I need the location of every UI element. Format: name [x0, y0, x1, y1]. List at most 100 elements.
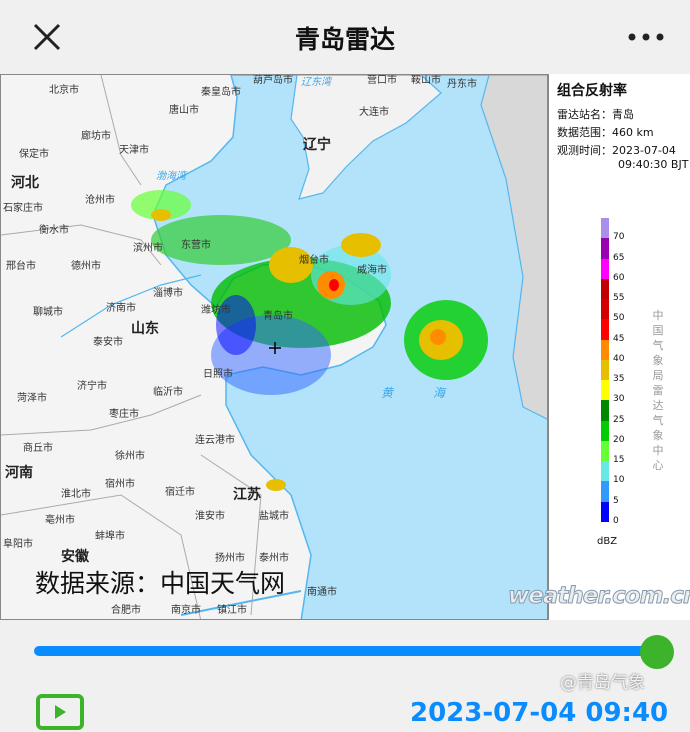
city-label: 唐山市 — [169, 105, 199, 116]
color-swatch — [601, 501, 609, 522]
sea-label: 辽东湾 — [301, 77, 331, 88]
unit-label: dBZ — [597, 536, 618, 547]
range-value: 460 km — [612, 126, 654, 139]
weibo-watermark: @青岛气象 — [560, 673, 645, 693]
play-button[interactable] — [36, 694, 84, 730]
color-swatch — [601, 238, 609, 259]
scale-tick: 25 — [613, 414, 625, 425]
color-swatch — [601, 400, 609, 421]
city-label: 淮安市 — [195, 511, 225, 522]
city-label: 衡水市 — [39, 225, 69, 236]
weather-com-cn-watermark: weather.com.cn — [507, 583, 690, 610]
play-icon — [55, 705, 66, 719]
scale-tick: 5 — [613, 495, 619, 506]
color-swatch — [601, 481, 609, 502]
agency-vertical-text: 中国气象局雷达气象中心 — [652, 309, 664, 472]
color-swatch — [601, 420, 609, 441]
scale-tick: 35 — [613, 374, 625, 385]
city-label: 济宁市 — [77, 381, 107, 392]
range-row: 数据范围：460 km — [557, 124, 654, 140]
city-label: 鞍山市 — [411, 75, 441, 86]
city-label: 廊坊市 — [81, 131, 111, 142]
radar-site-marker — [269, 342, 281, 354]
korea-land — [480, 75, 547, 420]
close-icon[interactable] — [30, 20, 64, 54]
city-label: 营口市 — [367, 75, 397, 86]
city-label: 沧州市 — [85, 195, 115, 206]
radar-map[interactable]: 北京市 天津市 唐山市 秦皇岛市 葫芦岛市 廊坊市 保定市 沧州市 衡水市 石家… — [0, 74, 548, 620]
city-label: 合肥市 — [111, 605, 141, 616]
data-source-text: 数据来源：中国天气网 — [35, 569, 286, 598]
color-swatch — [601, 258, 609, 279]
city-label: 青岛市 — [263, 311, 293, 322]
scale-tick: 15 — [613, 455, 625, 466]
slider-thumb[interactable] — [640, 635, 674, 669]
province-borders — [1, 75, 262, 619]
city-label: 泰安市 — [93, 337, 123, 348]
city-label: 东营市 — [181, 240, 211, 251]
city-label: 天津市 — [119, 145, 149, 156]
liaodong-peninsula — [290, 75, 442, 200]
city-label: 淄博市 — [153, 288, 183, 299]
sea-label: 黄海 — [381, 386, 486, 400]
scale-tick: 70 — [613, 232, 625, 243]
color-swatch — [601, 218, 609, 239]
color-swatch — [601, 461, 609, 482]
station-label: 雷达站名： — [557, 108, 612, 121]
color-swatch — [601, 359, 609, 381]
color-swatch — [601, 339, 609, 360]
page-title: 青岛雷达 — [294, 25, 395, 54]
province-label: 山东 — [131, 321, 159, 337]
city-label: 连云港市 — [195, 435, 235, 446]
color-swatch — [601, 380, 609, 401]
city-label: 泰州市 — [259, 553, 289, 564]
city-label: 阜阳市 — [3, 539, 33, 550]
city-label: 镇江市 — [217, 605, 247, 616]
timeline-slider[interactable] — [34, 646, 656, 656]
sea-label: 渤海湾 — [156, 171, 186, 182]
station-row: 雷达站名：青岛 — [557, 106, 634, 122]
color-swatch — [601, 299, 609, 320]
city-label: 南通市 — [307, 587, 337, 598]
time-label: 观测时间： — [557, 144, 612, 157]
scale-tick: 45 — [613, 333, 625, 344]
more-dots-icon[interactable] — [626, 30, 666, 44]
scale-tick: 10 — [613, 475, 625, 486]
province-label: 辽宁 — [303, 137, 331, 153]
city-label: 亳州市 — [45, 515, 75, 526]
city-label: 枣庄市 — [109, 409, 139, 420]
city-label: 葫芦岛市 — [253, 75, 293, 86]
header-bar: 青岛雷达 — [0, 0, 690, 74]
scale-tick: 0 — [613, 516, 619, 526]
city-label: 徐州市 — [115, 451, 145, 462]
color-swatch — [601, 440, 609, 462]
scale-tick: 65 — [613, 252, 625, 263]
map-base — [1, 75, 547, 619]
yangtze-river — [180, 590, 302, 616]
color-swatch — [601, 278, 609, 300]
city-label: 丹东市 — [447, 79, 477, 90]
city-label: 商丘市 — [23, 443, 53, 454]
scale-tick: 50 — [613, 313, 625, 324]
city-label: 邢台市 — [6, 261, 36, 272]
city-label: 滨州市 — [133, 243, 163, 254]
legend-title: 组合反射率 — [557, 83, 627, 99]
station-value: 青岛 — [612, 108, 634, 121]
city-label: 石家庄市 — [3, 203, 43, 214]
city-label: 宿州市 — [105, 479, 135, 490]
province-label: 河南 — [5, 465, 33, 481]
city-label: 临沂市 — [153, 387, 183, 398]
color-swatch — [601, 319, 609, 340]
time-row: 观测时间：2023-07-04 — [557, 142, 676, 158]
city-label: 菏泽市 — [17, 393, 47, 404]
city-label: 潍坊市 — [201, 305, 231, 316]
city-label: 济南市 — [106, 303, 136, 314]
color-scale-bar — [601, 218, 609, 522]
province-label: 江苏 — [233, 487, 261, 503]
scale-tick: 20 — [613, 434, 625, 445]
timestamp-label: 2023-07-04 09:40 — [410, 698, 669, 728]
province-label: 河北 — [11, 175, 39, 191]
scale-tick: 60 — [613, 272, 625, 283]
city-label: 南京市 — [171, 605, 201, 616]
province-label: 安徽 — [61, 549, 89, 565]
